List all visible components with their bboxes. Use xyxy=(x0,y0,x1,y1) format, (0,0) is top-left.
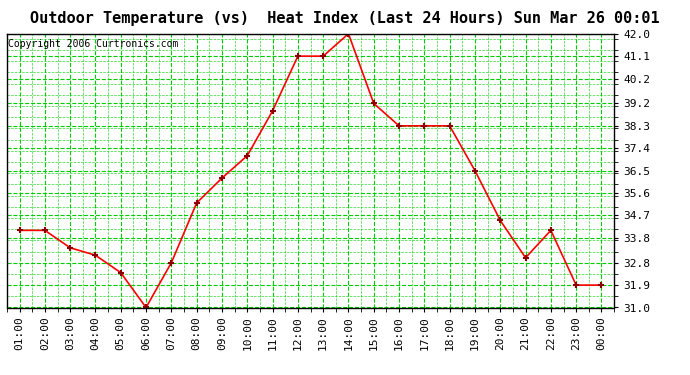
Text: Copyright 2006 Curtronics.com: Copyright 2006 Curtronics.com xyxy=(8,39,179,49)
Text: Outdoor Temperature (vs)  Heat Index (Last 24 Hours) Sun Mar 26 00:01: Outdoor Temperature (vs) Heat Index (Las… xyxy=(30,11,660,26)
